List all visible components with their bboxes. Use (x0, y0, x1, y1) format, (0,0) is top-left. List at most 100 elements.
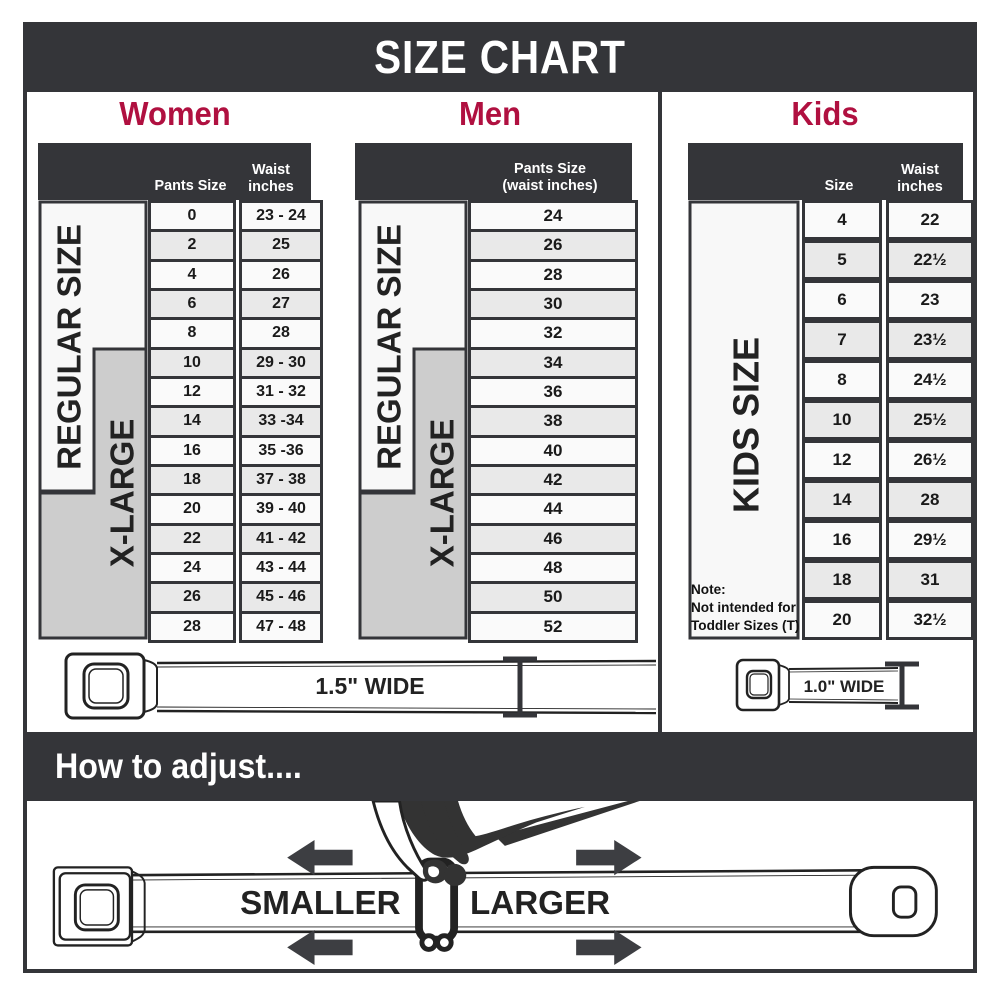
men-table-rows: 24 26 28 30 32 34 36 38 40 42 44 46 48 50 52 (468, 200, 638, 643)
table-cell: 6 (148, 288, 236, 321)
table-cell: 27 (239, 288, 323, 321)
table-cell: 40 (468, 434, 638, 467)
table-cell: 8 (148, 317, 236, 350)
table-row: 8 24½ (802, 360, 974, 400)
men-regular-label: REGULAR SIZE (371, 224, 408, 470)
table-cell: 22 (886, 200, 974, 240)
table-row: 6 23 (802, 280, 974, 320)
table-row: 24 (468, 200, 638, 233)
table-row: 44 (468, 493, 638, 526)
smaller-label: SMALLER (240, 885, 400, 922)
women-size-groups: REGULAR SIZE X-LARGE (38, 200, 148, 640)
table-cell: 20 (148, 493, 236, 526)
table-row: 40 (468, 434, 638, 467)
kids-table-header: Size Waist inches (688, 143, 963, 200)
table-cell: 33 -34 (239, 405, 323, 438)
seatbelt-buckle-icon (735, 658, 790, 712)
table-cell: 5 (802, 240, 882, 280)
table-row: 7 23½ (802, 320, 974, 360)
table-row: 20 32½ (802, 600, 974, 640)
table-cell: 6 (802, 280, 882, 320)
table-row: 10 25½ (802, 400, 974, 440)
table-cell: 31 - 32 (239, 376, 323, 409)
table-cell: 26 (239, 258, 323, 291)
arrow-left-icon (287, 840, 353, 876)
table-row: 18 37 - 38 (148, 464, 323, 497)
men-size-groups: REGULAR SIZE X-LARGE (358, 200, 468, 640)
hand-icon (371, 799, 640, 886)
table-cell: 26 (148, 581, 236, 614)
table-row: 2 25 (148, 229, 323, 262)
table-row: 12 26½ (802, 440, 974, 480)
table-cell: 44 (468, 493, 638, 526)
table-cell: 37 - 38 (239, 464, 323, 497)
men-table-header: Pants Size (waist inches) (355, 143, 632, 200)
table-row: 6 27 (148, 288, 323, 321)
table-row: 4 26 (148, 258, 323, 291)
table-cell: 22 (148, 522, 236, 555)
right-border (973, 92, 977, 732)
table-cell: 47 - 48 (239, 610, 323, 643)
arrow-right-icon (576, 840, 642, 876)
belt-tip-icon (848, 865, 938, 938)
table-cell: 25 (239, 229, 323, 262)
width-measure-icon (503, 656, 537, 718)
table-cell: 4 (148, 258, 236, 291)
table-row: 26 (468, 229, 638, 262)
women-xlarge-label: X-LARGE (104, 419, 141, 568)
table-cell: 22½ (886, 240, 974, 280)
table-cell: 36 (468, 376, 638, 409)
adult-belt-illustration: 1.5" WIDE (64, 652, 657, 720)
women-xlarge-box (38, 347, 148, 640)
women-heading: Women (119, 95, 231, 132)
table-cell: 28 (468, 258, 638, 291)
table-cell: 32 (468, 317, 638, 350)
table-row: 14 28 (802, 480, 974, 520)
table-row: 10 29 - 30 (148, 346, 323, 379)
table-cell: 28 (886, 480, 974, 520)
women-col2-header: Waist inches (248, 160, 294, 195)
table-cell: 43 - 44 (239, 552, 323, 585)
table-cell: 20 (802, 600, 882, 640)
table-cell: 24½ (886, 360, 974, 400)
table-cell: 42 (468, 464, 638, 497)
table-cell: 24 (148, 552, 236, 585)
table-cell: 52 (468, 610, 638, 643)
table-row: 14 33 -34 (148, 405, 323, 438)
table-row: 20 39 - 40 (148, 493, 323, 526)
table-cell: 38 (468, 405, 638, 438)
kids-size-label: KIDS SIZE (726, 337, 767, 513)
kids-belt-width-label: 1.0" WIDE (804, 677, 885, 696)
table-cell: 35 -36 (239, 434, 323, 467)
table-cell: 24 (468, 200, 638, 233)
table-cell: 4 (802, 200, 882, 240)
seatbelt-buckle-icon (52, 866, 146, 947)
table-cell: 29½ (886, 520, 974, 560)
table-cell: 12 (148, 376, 236, 409)
kids-size-group: KIDS SIZE (688, 200, 800, 640)
kids-heading: Kids (791, 95, 859, 132)
table-cell: 10 (148, 346, 236, 379)
kids-size-box (688, 200, 800, 640)
table-cell: 2 (148, 229, 236, 262)
table-cell: 14 (148, 405, 236, 438)
table-row: 28 (468, 258, 638, 291)
section-divider (658, 92, 662, 732)
table-cell: 28 (239, 317, 323, 350)
adjust-diagram: SMALLER LARGER (52, 799, 938, 965)
width-measure-icon (885, 661, 919, 710)
women-table-header: Pants Size Waist inches (38, 143, 311, 200)
adjust-diagram-frame: SMALLER LARGER (23, 799, 977, 973)
table-row: 4 22 (802, 200, 974, 240)
slider-clip-icon (415, 857, 459, 952)
table-cell: 7 (802, 320, 882, 360)
larger-label: LARGER (470, 885, 610, 922)
table-row: 36 (468, 376, 638, 409)
table-cell: 29 - 30 (239, 346, 323, 379)
table-row: 28 47 - 48 (148, 610, 323, 643)
table-row: 16 35 -36 (148, 434, 323, 467)
table-cell: 23½ (886, 320, 974, 360)
table-cell: 16 (148, 434, 236, 467)
arrow-left-icon (287, 929, 353, 965)
